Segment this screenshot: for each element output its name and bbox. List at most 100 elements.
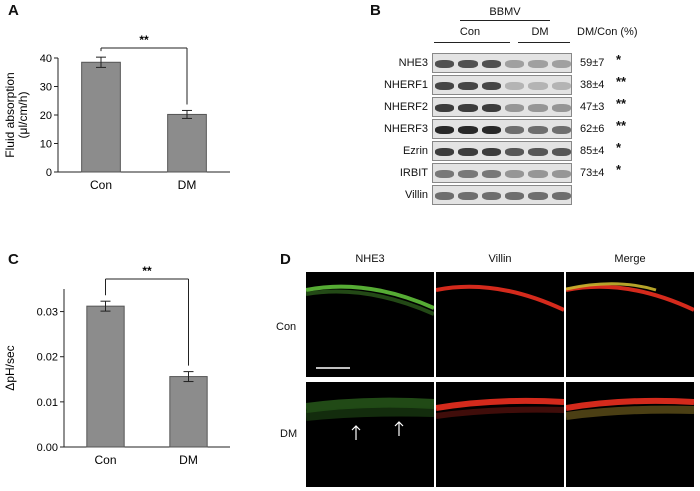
band-dm (551, 60, 571, 68)
band-con (458, 148, 478, 156)
x-tick-label: DM (179, 453, 198, 467)
x-tick-label: Con (90, 178, 112, 192)
band-con (481, 170, 501, 178)
significance-marker: * (616, 52, 622, 67)
band-dm (528, 192, 548, 200)
bar-dm (167, 113, 207, 173)
band-dm (551, 126, 571, 134)
arrow-icon (351, 425, 361, 440)
band-dm (505, 82, 525, 90)
band-con (481, 104, 501, 112)
y-tick-label: 0.01 (37, 397, 58, 409)
row-label-dm: DM (280, 428, 298, 440)
band-con (435, 192, 455, 200)
panel-letter-d: D (280, 251, 291, 268)
band-dm (505, 60, 525, 68)
band-dm (505, 170, 525, 178)
ratio-value: 62±6 (580, 123, 605, 135)
blot-label: Villin (404, 189, 428, 201)
bbmv-title: BBMV (489, 6, 521, 18)
band-dm (528, 104, 548, 112)
group-label-dm: DM (531, 26, 549, 38)
blot-label: NHERF1 (383, 79, 428, 91)
fluid-absorption-chart: 0 10 20 30 40 Con DM ** Fluid absorption (μl/cm/h… (3, 33, 230, 192)
blot-label: Ezrin (402, 145, 428, 157)
ratio-value: 47±3 (580, 101, 605, 113)
band-dm (528, 82, 548, 90)
band-dm (505, 148, 525, 156)
blot-strip (432, 119, 572, 139)
ratio-value: 73±4 (580, 167, 605, 179)
blot-label: NHERF3 (383, 123, 428, 135)
bar-con (86, 305, 125, 448)
significance-marker: * (616, 140, 622, 155)
band-dm (528, 148, 548, 156)
bar-dm (169, 376, 208, 448)
significance-marker: ** (616, 96, 627, 111)
band-con (458, 170, 478, 178)
panel-d: D NHE3 Villin Merge Con DM (270, 245, 700, 491)
band-con (481, 126, 501, 134)
y-tick-label: 0.00 (37, 442, 58, 454)
y-tick-label: 0 (46, 167, 52, 179)
column-title-nhe3: NHE3 (355, 253, 385, 265)
ratio-value: 85±4 (580, 145, 605, 157)
micrograph-dm-villin (436, 382, 564, 487)
band-dm (505, 104, 525, 112)
band-dm (551, 104, 571, 112)
blot-strip (432, 185, 572, 205)
band-con (481, 82, 501, 90)
row-label-con: Con (276, 321, 297, 333)
panel-letter-c: C (8, 251, 19, 268)
y-axis-label: ΔpH/sec (3, 345, 17, 390)
bar-con (81, 61, 121, 173)
band-con (435, 148, 455, 156)
band-con (458, 104, 478, 112)
column-title-villin: Villin (488, 253, 512, 265)
group-label-con: Con (459, 26, 481, 38)
band-dm (505, 192, 525, 200)
micrograph-con-villin (436, 272, 564, 377)
band-con (435, 82, 455, 90)
band-con (458, 60, 478, 68)
blot-strip (432, 97, 572, 117)
band-dm (551, 170, 571, 178)
panel-letter-a: A (8, 2, 19, 19)
blot-strip (432, 53, 572, 73)
bbmv-bracket (460, 20, 550, 21)
band-con (435, 170, 455, 178)
panel-a: A 0 10 20 30 40 Con DM ** Fluid absorption (μl/cm… (0, 0, 230, 235)
y-tick-label: 10 (40, 139, 52, 151)
y-tick-label: 30 (40, 82, 52, 94)
band-con (458, 126, 478, 134)
band-dm (528, 126, 548, 134)
micrograph-dm-nhe3 (306, 382, 434, 487)
band-dm (528, 170, 548, 178)
panel-letter-b: B (370, 2, 381, 19)
band-con (435, 126, 455, 134)
band-con (481, 60, 501, 68)
micrograph-con-merge (566, 272, 694, 377)
band-con (458, 82, 478, 90)
y-tick-label: 0.02 (37, 352, 58, 364)
band-dm (551, 192, 571, 200)
ph-rate-chart: 0.00 0.01 0.02 0.03 Con DM ** ΔpH/sec (3, 264, 230, 467)
significance-label: ** (142, 264, 152, 278)
y-tick-label: 20 (40, 110, 52, 122)
con-underline (434, 42, 510, 43)
significance-marker: * (616, 162, 622, 177)
x-tick-label: DM (178, 178, 197, 192)
band-con (435, 104, 455, 112)
blot-strip (432, 75, 572, 95)
column-title-merge: Merge (614, 253, 646, 265)
ratio-value: 59±7 (580, 57, 605, 69)
y-axis-label: (μl/cm/h) (16, 92, 30, 139)
x-tick-label: Con (94, 453, 116, 467)
ratio-header: DM/Con (%) (577, 26, 638, 38)
micrograph-dm-merge (566, 382, 694, 487)
blot-label: NHERF2 (383, 101, 428, 113)
significance-marker: ** (616, 118, 627, 133)
band-dm (551, 82, 571, 90)
y-tick-label: 40 (40, 53, 52, 65)
band-dm (505, 126, 525, 134)
